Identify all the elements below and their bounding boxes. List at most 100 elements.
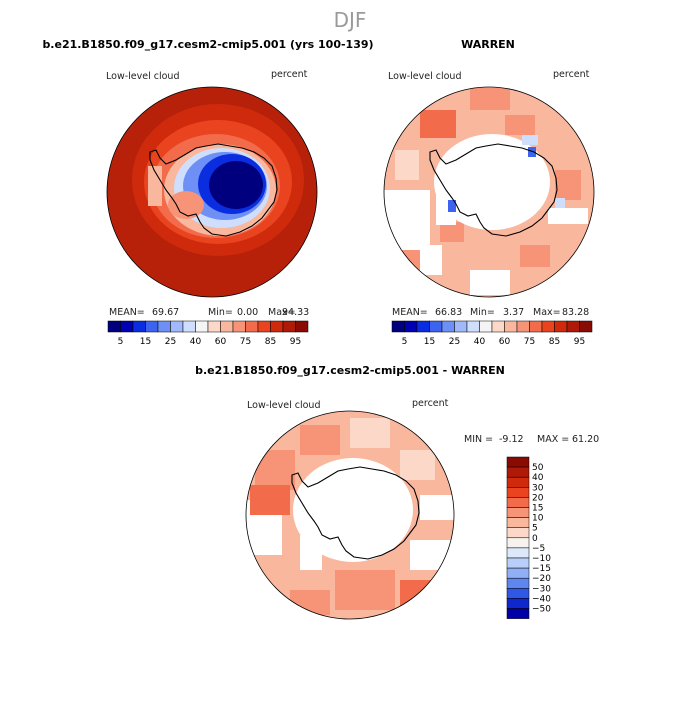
panel1-colorbar-tick-label: 85 — [265, 337, 276, 347]
panel2-colorbar-swatch — [491, 320, 505, 333]
panel1-min-value: 0.00 — [237, 307, 258, 318]
panel1-colorbar-swatch — [257, 320, 271, 333]
panel1-antarctica-outline — [149, 143, 278, 237]
panel3-colorbar-tick-label: −5 — [532, 544, 545, 554]
panel2-antarctica-outline — [429, 143, 558, 237]
panel1-colorbar-swatch — [170, 320, 184, 333]
panel1-colorbar-swatch — [295, 320, 309, 333]
panel3-colorbar-swatch — [506, 456, 530, 468]
panel3-colorbar-tick-label: −40 — [532, 594, 551, 604]
panel1-colorbar-tick-label: 15 — [140, 337, 151, 347]
panel2-colorbar: 5 15 25 40 60 75 85 95 — [391, 320, 593, 347]
season-title: DJF — [334, 8, 367, 32]
panel3-colorbar-tick-label: 15 — [532, 504, 543, 514]
panel1-colorbar-swatch — [245, 320, 259, 333]
panel1-map-field — [107, 87, 317, 297]
panel2-colorbar-swatch — [554, 320, 568, 333]
panel2-colorbar-swatch — [391, 320, 405, 333]
panel3-colorbar-tick-label: 0 — [532, 534, 538, 544]
panel2-min-value: 3.37 — [503, 307, 524, 318]
panel1-units-label: percent — [271, 69, 308, 80]
panel1-mean-label: MEAN= — [109, 307, 145, 318]
panel1-colorbar-swatch — [157, 320, 171, 333]
panel1-colorbar-swatch — [120, 320, 134, 333]
panel3-colorbar-tick-label: 20 — [532, 493, 544, 503]
panel2-colorbar-swatch — [479, 320, 493, 333]
panel2-colorbar-tick-label: 95 — [574, 337, 585, 347]
panel2-colorbar-tick-label: 60 — [499, 337, 511, 347]
panel2-colorbar-swatch — [429, 320, 443, 333]
panel1-colorbar-tick-label: 60 — [215, 337, 227, 347]
panel2-colorbar-tick-label: 85 — [549, 337, 560, 347]
panel1-colorbar-swatch — [232, 320, 246, 333]
panel1-mean-value: 69.67 — [152, 307, 179, 318]
panel3-colorbar-tick-label: 30 — [532, 483, 544, 493]
panel1-max-label: Max= — [268, 307, 296, 318]
panel1-min-label: Min= — [208, 307, 233, 318]
panel2-colorbar-tick-label: 5 — [402, 337, 408, 347]
panel2-colorbar-tick-label: 15 — [424, 337, 435, 347]
panel3-colorbar-swatch — [506, 476, 530, 488]
panel1-colorbar-swatch — [282, 320, 296, 333]
panel3-colorbar-tick-label: 5 — [532, 524, 538, 534]
panel3-colorbar-tick-label: 10 — [532, 514, 544, 524]
panel3-min-value: -9.12 — [499, 434, 524, 445]
panel1-colorbar-tick-label: 40 — [190, 337, 202, 347]
panel3-colorbar-swatch — [506, 466, 530, 478]
panel3-colorbar-swatch — [506, 497, 530, 508]
panel3-colorbar-swatch — [506, 487, 530, 498]
panel2-units-label: percent — [553, 69, 590, 80]
panel1-colorbar-swatch — [182, 320, 196, 333]
panel3-antarctica-outline — [291, 466, 420, 560]
panel1-title: b.e21.B1850.f09_g17.cesm2-cmip5.001 (yrs… — [42, 38, 373, 51]
panel3-colorbar-tick-label: −10 — [532, 554, 551, 564]
panel1-colorbar-swatch — [107, 320, 121, 333]
panel3-colorbar-swatch — [506, 557, 530, 569]
panel2-colorbar-swatch — [416, 320, 430, 333]
panel3-min-label: MIN = — [464, 434, 493, 445]
panel3-max-label: MAX = — [537, 434, 569, 445]
panel2-colorbar-tick-label: 75 — [524, 337, 535, 347]
panel3-colorbar-tick-label: −20 — [532, 574, 551, 584]
panel2-colorbar-swatch — [541, 320, 555, 333]
panel3-units-label: percent — [412, 398, 449, 409]
panel3-colorbar-tick-label: −15 — [532, 564, 551, 574]
panel3-variable-label: Low-level cloud — [247, 400, 320, 411]
panel2-colorbar-swatch — [441, 320, 455, 333]
panel1-map-border — [106, 86, 318, 298]
panel2-colorbar-swatch — [466, 320, 480, 333]
panel3-colorbar-tick-label: 40 — [532, 473, 544, 483]
panel3-colorbar-swatch — [506, 547, 530, 559]
panel3-colorbar-swatch — [506, 608, 530, 619]
panel1-colorbar-swatch — [145, 320, 159, 333]
panel3-colorbar-swatch — [506, 527, 530, 539]
panel2-max-value: 83.28 — [562, 307, 589, 318]
panel1-colorbar: 5 15 25 40 60 75 85 95 — [107, 320, 309, 347]
panel3-colorbar-swatch — [506, 598, 530, 609]
panel2-title: WARREN — [461, 38, 515, 51]
panel2-colorbar-swatch — [529, 320, 543, 333]
panel2-colorbar-swatch — [504, 320, 518, 333]
panel3-colorbar-swatch — [506, 567, 530, 579]
panel2-mean-value: 66.83 — [435, 307, 462, 318]
panel2-colorbar-tick-label: 40 — [474, 337, 486, 347]
panel2-colorbar-swatch — [566, 320, 580, 333]
panel2-variable-label: Low-level cloud — [388, 71, 461, 82]
panel3-colorbar-swatch — [506, 517, 530, 528]
panel3-colorbar-tick-label: −30 — [532, 584, 551, 594]
panel1-colorbar-tick-label: 5 — [118, 337, 124, 347]
panel2-max-label: Max= — [533, 307, 561, 318]
panel3-colorbar-swatch — [506, 588, 530, 599]
panel2-colorbar-swatch — [404, 320, 418, 333]
panel3-colorbar-tick-label: 50 — [532, 463, 544, 473]
panel3-colorbar-swatch — [506, 507, 530, 518]
panel2-colorbar-swatch — [579, 320, 593, 333]
panel3-map-field — [246, 411, 454, 619]
panel3-colorbar-tick-label: −50 — [532, 605, 551, 615]
panel3-colorbar-swatch — [506, 577, 530, 589]
panel2-map-border — [383, 86, 595, 298]
panel2-colorbar-swatch — [454, 320, 468, 333]
panel3-title: b.e21.B1850.f09_g17.cesm2-cmip5.001 - WA… — [195, 364, 505, 377]
